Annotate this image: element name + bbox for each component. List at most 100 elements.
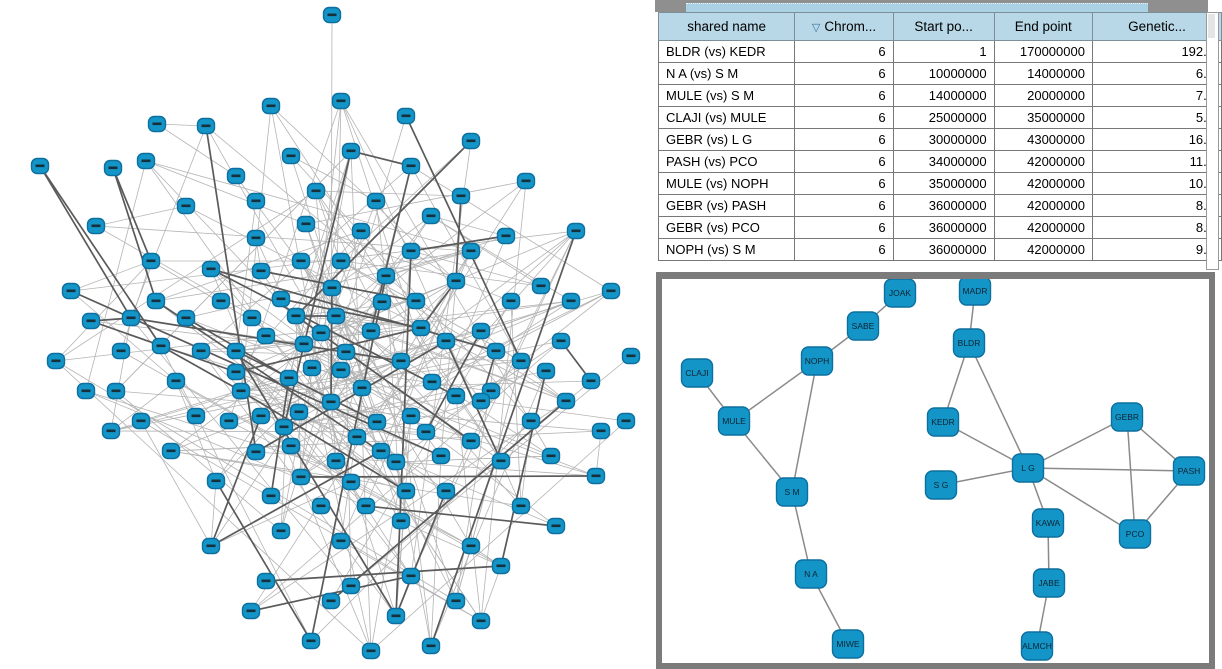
network-node[interactable]: JABE [1032,568,1066,598]
network-node[interactable] [241,602,261,620]
network-node[interactable] [471,392,491,410]
network-node[interactable] [341,473,361,491]
table-row[interactable]: GEBR (vs) PASH 6 36000000 42000000 8.9 [657,194,1222,217]
column-header-chrom[interactable]: ▽ Chrom... [794,12,894,41]
network-node[interactable] [306,182,326,200]
network-node[interactable]: KEDR [926,407,960,437]
network-node[interactable] [176,309,196,327]
network-node[interactable] [76,382,96,400]
network-node[interactable] [436,482,456,500]
network-node[interactable] [406,292,426,310]
network-node[interactable] [541,447,561,465]
network-node[interactable] [331,252,351,270]
network-node[interactable] [546,517,566,535]
network-node[interactable] [111,342,131,360]
network-node[interactable] [281,147,301,165]
network-node[interactable] [352,379,372,397]
network-node[interactable] [401,407,421,425]
network-node[interactable] [166,372,186,390]
network-node[interactable] [321,393,341,411]
network-node[interactable] [301,632,321,650]
network-node[interactable]: L G [1011,453,1045,483]
network-node[interactable] [361,322,381,340]
network-node[interactable] [246,443,266,461]
network-node[interactable] [491,557,511,575]
network-node[interactable] [136,152,156,170]
network-node[interactable] [386,453,406,471]
network-node[interactable] [226,342,246,360]
network-node[interactable] [141,252,161,270]
network-node[interactable] [196,117,216,135]
network-node[interactable] [511,497,531,515]
network-node[interactable] [347,428,367,446]
network-node[interactable] [341,142,361,160]
network-node[interactable] [226,363,246,381]
network-node[interactable] [401,157,421,175]
network-node[interactable]: ALMCH [1020,631,1054,661]
selected-network-canvas[interactable]: JOAK SABE NOPH CLAJI MULE S M N A MIWE MADR BLDR K… [662,279,1209,663]
scrollbar-thumb[interactable] [1208,14,1215,38]
network-node[interactable] [176,197,196,215]
network-node[interactable] [331,92,351,110]
network-node[interactable] [341,577,361,595]
network-node[interactable] [536,362,556,380]
network-node[interactable] [367,413,387,431]
network-node[interactable] [326,307,346,325]
network-node[interactable] [366,192,386,210]
network-node[interactable]: KAWA [1031,508,1065,538]
network-node[interactable] [246,192,266,210]
network-node[interactable] [396,482,416,500]
network-node[interactable] [302,359,322,377]
network-node[interactable] [61,282,81,300]
network-node[interactable] [256,327,276,345]
network-node[interactable] [491,452,511,470]
network-node[interactable] [421,207,441,225]
network-node[interactable] [161,442,181,460]
network-node[interactable] [274,418,294,436]
network-node[interactable] [311,324,331,342]
network-node[interactable] [201,260,221,278]
network-node[interactable]: MULE [717,406,751,436]
network-node[interactable] [461,132,481,150]
network-node[interactable] [106,382,126,400]
network-node[interactable]: MADR [958,279,992,306]
network-node[interactable] [416,423,436,441]
network-node[interactable]: S M [775,477,809,507]
network-node[interactable] [286,307,306,325]
network-node[interactable] [322,6,342,24]
network-node[interactable] [401,242,421,260]
network-node[interactable] [591,422,611,440]
network-node[interactable] [289,403,309,421]
network-node[interactable]: S G [924,470,958,500]
network-node[interactable] [261,97,281,115]
network-node[interactable] [296,215,316,233]
network-node[interactable]: PASH [1172,456,1206,486]
network-node[interactable]: N A [794,559,828,589]
network-node[interactable] [242,309,262,327]
table-row[interactable]: MULE (vs) NOPH 6 35000000 42000000 10.5 [657,172,1222,195]
network-node[interactable] [321,592,341,610]
network-node[interactable] [294,335,314,353]
network-node[interactable] [446,387,466,405]
network-node[interactable] [386,607,406,625]
column-header-sharedname[interactable]: shared name [657,12,796,41]
network-node[interactable] [361,642,381,660]
network-node[interactable] [551,332,571,350]
network-node[interactable] [251,407,271,425]
network-node[interactable] [291,468,311,486]
network-node[interactable] [471,612,491,630]
network-node[interactable] [103,159,123,177]
network-node[interactable] [151,337,171,355]
network-node[interactable] [351,222,371,240]
network-node[interactable] [451,187,471,205]
network-node[interactable] [326,452,346,470]
network-node[interactable] [391,352,411,370]
network-node[interactable] [219,412,239,430]
network-node[interactable]: GEBR [1110,402,1144,432]
network-node[interactable]: MIWE [831,629,865,659]
network-node[interactable] [271,290,291,308]
network-node[interactable] [566,222,586,240]
network-node[interactable] [372,293,392,311]
network-node[interactable] [501,292,521,310]
network-node[interactable] [331,361,351,379]
